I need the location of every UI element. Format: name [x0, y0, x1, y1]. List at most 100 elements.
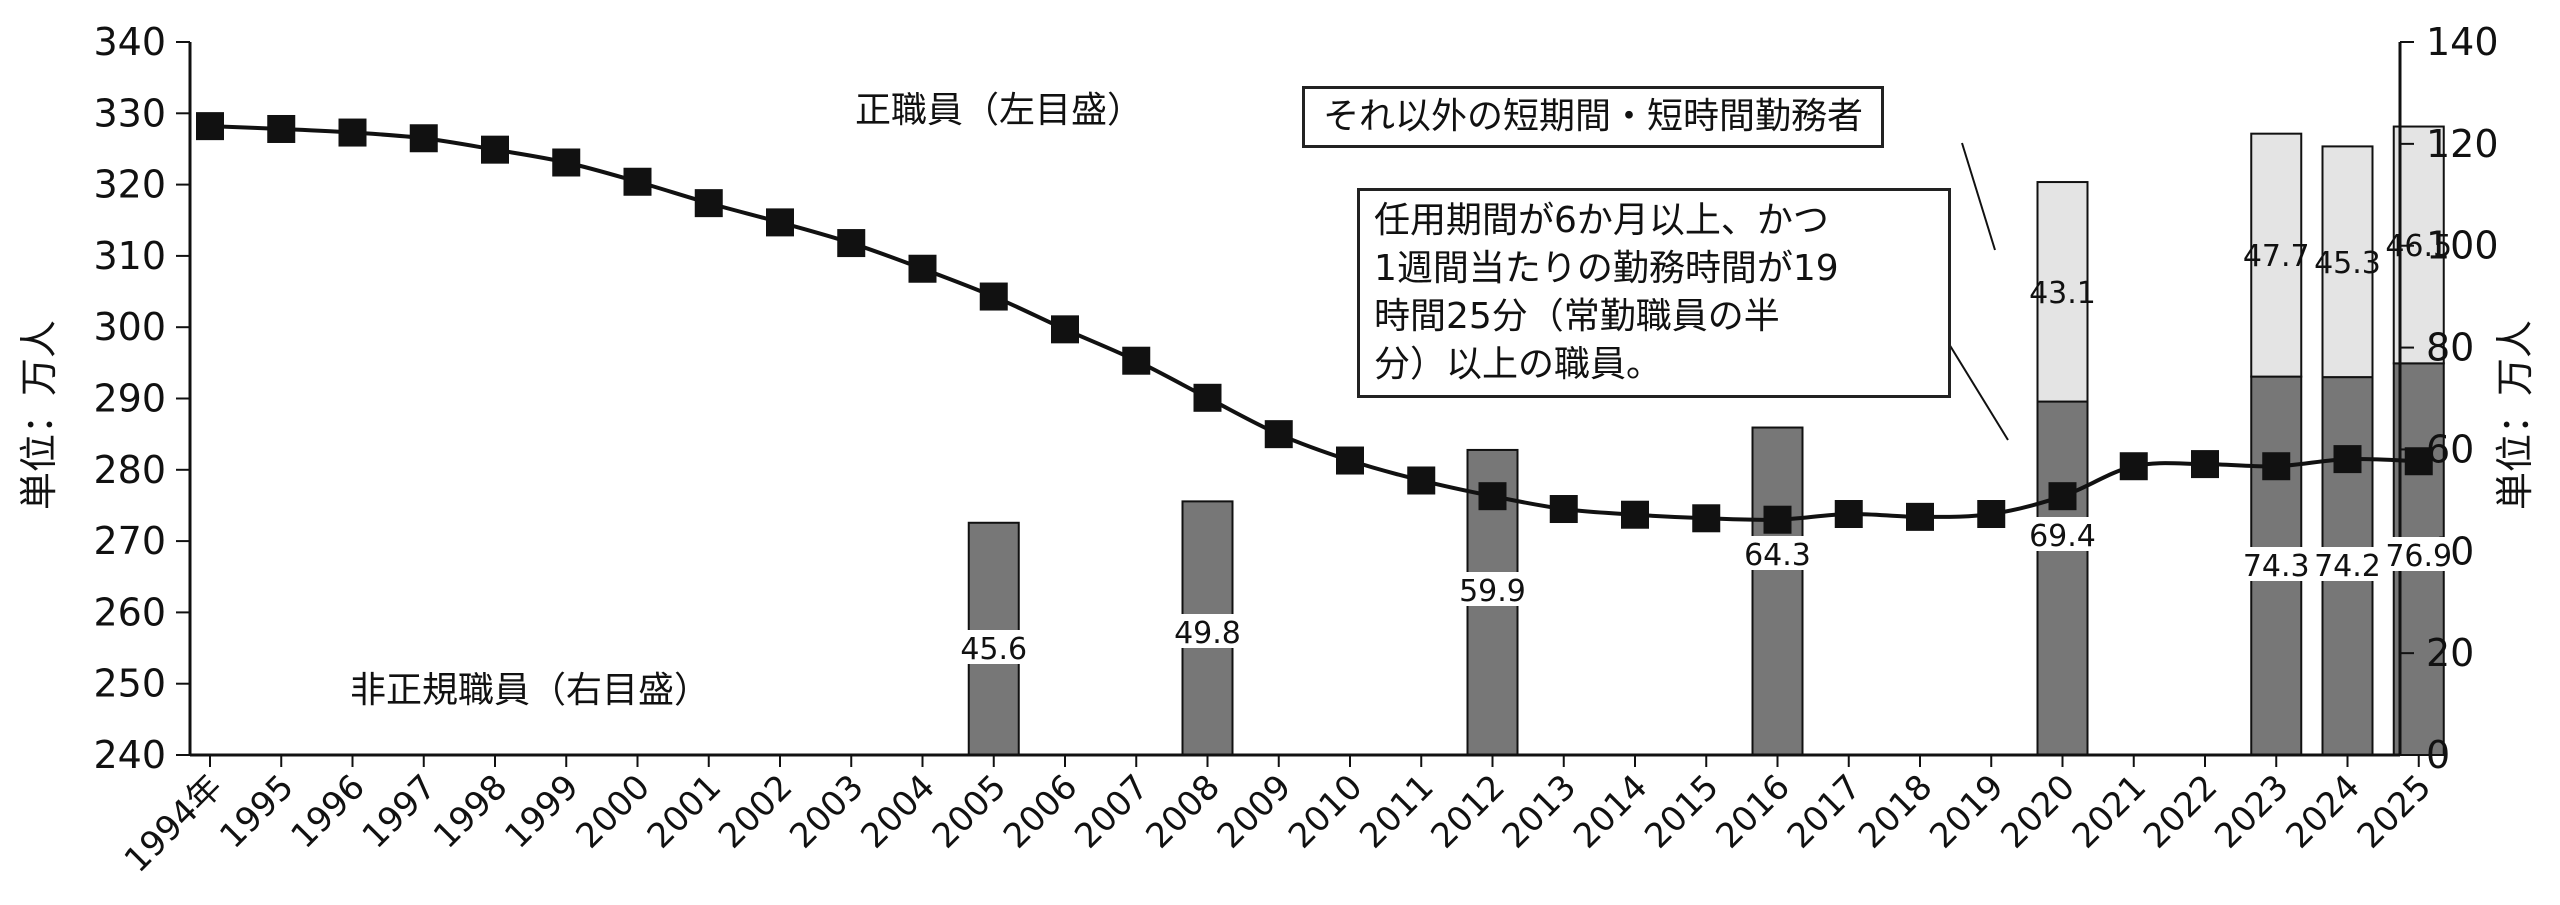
value-labels: 43.1 47.7 45.3 46.5 45.6 49.8 59.9 64.3 69.4 74.3…: [960, 229, 2452, 667]
right-tick-label: 140: [2426, 20, 2499, 64]
regular-staff-point: [1264, 420, 1293, 449]
x-tick-label: 2011: [1352, 767, 1441, 856]
regular-staff-point: [908, 254, 937, 283]
regular-staff-point: [1692, 504, 1721, 533]
regular-staff-point: [837, 229, 866, 258]
regular-staff-point: [2119, 452, 2148, 481]
bar-value-bg: [2246, 547, 2307, 581]
left-tick-label: 320: [93, 163, 166, 207]
bar-fixed-value-label: 45.6: [960, 632, 1027, 667]
regular-staff-point: [1478, 482, 1507, 511]
x-tick-label: 2013: [1495, 767, 1584, 856]
right-tick-label: 0: [2426, 733, 2450, 777]
callout-fixed-term: 任用期間が6か月以上、かつ 1週間当たりの勤務時間が19 時間25分（常勤職員の…: [1357, 188, 1951, 398]
right-tick-label: 60: [2426, 427, 2474, 471]
regular-staff-label: 正職員（左目盛）: [855, 90, 1143, 131]
right-tick-label: 100: [2426, 224, 2499, 268]
x-tick-label: 2006: [996, 767, 1085, 856]
x-tick-label: 1995: [212, 767, 301, 856]
bar-value-bg: [1747, 536, 1808, 570]
regular-staff-point: [1906, 502, 1934, 531]
bar-other-value-label: 43.1: [2029, 276, 2096, 311]
bar-other-2023: [2250, 132, 2303, 378]
regular-staff-point: [1051, 315, 1079, 344]
left-tick-label: 330: [93, 91, 166, 135]
right-tick-label: 80: [2426, 326, 2474, 370]
x-tick-label: 1997: [355, 767, 444, 856]
x-tick-label: 2022: [2136, 767, 2225, 856]
bar-fixed-term-2016: [1751, 426, 1804, 756]
regular-staff-point: [1763, 505, 1792, 534]
left-tick-label: 250: [93, 662, 166, 706]
regular-staff-point: [979, 282, 1008, 311]
left-tick-label: 310: [93, 234, 166, 278]
callout-fixed-line: 1週間当たりの勤務時間が19: [1374, 248, 1839, 289]
bar-value-bg: [963, 630, 1024, 664]
left-tick-label: 300: [93, 305, 166, 349]
bar-fixed-value-label: 74.2: [2314, 549, 2381, 584]
nonregular-staff-label: 非正規職員（右目盛）: [350, 670, 710, 711]
leader-other: [1961, 142, 1996, 251]
x-tick-label: 2010: [1281, 767, 1370, 856]
callout-fixed-line: 分）以上の職員。: [1374, 344, 1663, 385]
regular-staff-point: [196, 112, 224, 141]
right-axis-title: 単位：万人: [2493, 320, 2537, 510]
bar-value-bg: [2388, 537, 2449, 571]
x-tick-label: 2016: [1708, 767, 1797, 856]
regular-staff-point: [1621, 500, 1649, 529]
x-tick-label: 2024: [2278, 767, 2367, 856]
bar-other-2020: [2036, 181, 2089, 403]
regular-staff-point: [1549, 495, 1578, 524]
left-tick-label: 260: [93, 590, 166, 634]
regular-staff-point: [1407, 466, 1436, 495]
callout-fixed-line: 時間25分（常勤職員の半: [1374, 296, 1780, 337]
x-tick-label: 2023: [2207, 767, 2296, 856]
regular-staff-point: [2191, 450, 2219, 479]
regular-staff-point: [2333, 445, 2362, 474]
left-tick-label: 240: [93, 733, 166, 777]
callout-fixed-line: 任用期間が6か月以上、かつ: [1374, 200, 1829, 241]
regular-staff-point: [2262, 452, 2291, 481]
bar-fixed-value-label: 74.3: [2243, 549, 2310, 584]
x-tick-label: 2000: [568, 767, 657, 856]
bar-other-value-label: 47.7: [2243, 239, 2310, 274]
x-tick-label: 2004: [853, 767, 942, 856]
regular-staff-point: [623, 167, 652, 196]
regular-staff-point: [1336, 446, 1364, 475]
regular-staff-point: [1834, 500, 1863, 529]
regular-staff-point: [338, 118, 367, 147]
x-tick-label: 2008: [1138, 767, 1227, 856]
regular-staff-point: [409, 124, 438, 153]
x-tick-label: 2019: [1922, 767, 2011, 856]
x-tick-label: 2007: [1067, 767, 1156, 856]
regular-staff-point: [2048, 482, 2077, 511]
regular-staff-point: [1977, 500, 2006, 529]
bar-value-bg: [1462, 572, 1523, 606]
x-tick-label: 2018: [1851, 767, 1940, 856]
x-tick-label: 2009: [1210, 767, 1299, 856]
x-tick-label: 2021: [2065, 767, 2154, 856]
x-tick-label: 1999: [497, 767, 586, 856]
left-tick-label: 280: [93, 448, 166, 492]
bar-other-value-label: 45.3: [2314, 246, 2381, 281]
left-tick-label: 270: [93, 519, 166, 563]
x-tick-label: 2025: [2350, 767, 2439, 856]
bar-value-bg: [1177, 614, 1238, 648]
x-tick-label: 2017: [1780, 767, 1869, 856]
x-tick-label: 1998: [426, 767, 515, 856]
x-tick-label: 1996: [283, 767, 372, 856]
x-tick-label: 2002: [711, 767, 800, 856]
bar-fixed-value-label: 76.9: [2385, 539, 2452, 574]
x-tick-label: 2014: [1566, 767, 1655, 856]
bar-fixed-value-label: 64.3: [1744, 538, 1811, 573]
bar-value-bg: [2317, 547, 2378, 581]
regular-staff-point: [481, 135, 509, 164]
x-tick-label: 2003: [782, 767, 871, 856]
right-tick-label: 20: [2426, 631, 2474, 675]
right-tick-label: 120: [2426, 122, 2499, 166]
line-layer: [196, 112, 2433, 534]
axes-layer: 2402502602702802903003103203303400204060…: [93, 20, 2498, 881]
x-tick-label: 2005: [925, 767, 1014, 856]
callout-other-short-term: それ以外の短期間・短時間勤務者: [1302, 86, 1885, 148]
